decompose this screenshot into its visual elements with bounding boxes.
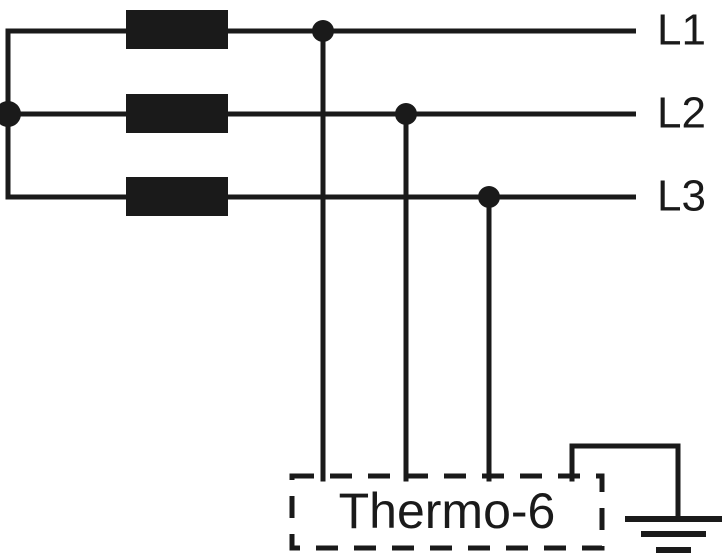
phase-label-l2: L2 [657, 89, 706, 138]
device-label: Thermo-6 [339, 483, 556, 539]
phase-group-l3: L3 [126, 172, 706, 482]
dashed-enclosure-icon [289, 473, 605, 551]
fuse-block-l3 [126, 177, 228, 216]
phase-group-l1: L1 [126, 6, 706, 482]
phase-group-l2: L2 [126, 89, 706, 482]
earth-ground-group [569, 443, 722, 553]
fuse-block-l1 [126, 10, 228, 49]
phase-label-l1: L1 [657, 6, 706, 55]
fuse-block-l2 [126, 94, 228, 133]
supply-feed-junction-dot [0, 101, 21, 127]
supply-bus [0, 28, 126, 200]
phase-label-l3: L3 [657, 172, 706, 221]
earth-tap-wire [569, 443, 681, 522]
device-enclosure-group: Thermo-6 [289, 473, 605, 551]
